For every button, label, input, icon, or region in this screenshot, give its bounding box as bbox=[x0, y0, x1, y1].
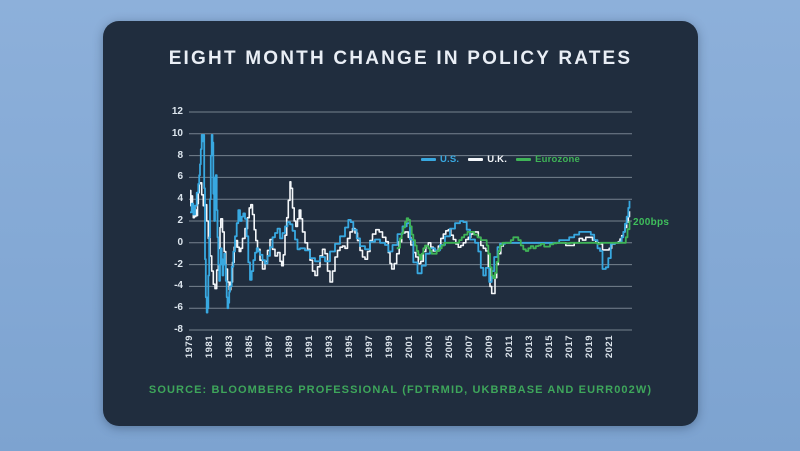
y-tick-label--6: -6 bbox=[174, 302, 183, 314]
y-tick-label--2: -2 bbox=[174, 258, 183, 270]
x-tick-label-2019: 2019 bbox=[584, 335, 595, 359]
legend-item-us: U.S. bbox=[421, 154, 459, 165]
series-line-eurozone bbox=[396, 217, 631, 280]
legend-item-uk: U.K. bbox=[468, 154, 507, 165]
y-tick-label-0: 0 bbox=[177, 236, 183, 248]
legend-label-uk: U.K. bbox=[487, 154, 508, 165]
legend-label-us: U.S. bbox=[440, 154, 460, 165]
x-tick-label-1983: 1983 bbox=[224, 335, 235, 359]
legend-line-swatch-icon-us bbox=[421, 158, 436, 161]
chart-title: EIGHT MONTH CHANGE IN POLICY RATES bbox=[168, 48, 633, 69]
y-tick-label--4: -4 bbox=[174, 280, 183, 292]
y-tick-label-2: 2 bbox=[177, 215, 183, 226]
x-tick-label-2013: 2013 bbox=[524, 335, 535, 359]
x-tick-label-1995: 1995 bbox=[344, 335, 355, 359]
x-tick-label-2007: 2007 bbox=[464, 335, 475, 359]
x-tick-label-2017: 2017 bbox=[564, 335, 575, 359]
x-tick-label-2005: 2005 bbox=[444, 335, 455, 359]
y-tick-label-12: 12 bbox=[171, 106, 183, 117]
legend-line-swatch-icon-uk bbox=[468, 158, 484, 161]
x-tick-label-1987: 1987 bbox=[264, 335, 275, 359]
legend-line-swatch-icon-eurozone bbox=[516, 158, 532, 161]
policy-rate-chart bbox=[189, 111, 632, 331]
y-tick-label--8: -8 bbox=[174, 324, 183, 335]
x-tick-label-1997: 1997 bbox=[364, 335, 375, 359]
legend-item-eurozone: Eurozone bbox=[516, 154, 580, 165]
x-tick-label-1999: 1999 bbox=[384, 335, 395, 359]
x-tick-label-1989: 1989 bbox=[284, 335, 295, 359]
series-line-uk bbox=[190, 181, 631, 295]
x-tick-label-2003: 2003 bbox=[424, 335, 435, 359]
x-tick-label-2021: 2021 bbox=[604, 335, 615, 359]
x-tick-label-1993: 1993 bbox=[324, 335, 335, 359]
x-tick-label-2001: 2001 bbox=[404, 335, 415, 359]
legend-label-eurozone: Eurozone bbox=[535, 154, 580, 165]
infographic-panel: EIGHT MONTH CHANGE IN POLICY RATES 12 10 8… bbox=[103, 21, 698, 426]
y-tick-label-8: 8 bbox=[177, 149, 183, 161]
x-tick-label-1981: 1981 bbox=[204, 335, 215, 359]
y-tick-label-4: 4 bbox=[177, 193, 183, 205]
x-tick-label-2011: 2011 bbox=[504, 335, 515, 358]
source-text: SOURCE: BLOOMBERG PROFESSIONAL (FDTRMID,… bbox=[148, 384, 653, 396]
y-tick-label-10: 10 bbox=[171, 127, 183, 139]
chart-legend: U.S. U.K. Eurozone bbox=[421, 154, 580, 165]
x-tick-label-2015: 2015 bbox=[544, 335, 555, 359]
x-tick-label-1985: 1985 bbox=[244, 335, 255, 359]
x-tick-label-2009: 2009 bbox=[484, 335, 495, 359]
x-tick-label-1979: 1979 bbox=[184, 335, 195, 359]
y-tick-label-6: 6 bbox=[177, 171, 183, 183]
x-tick-label-1991: 1991 bbox=[304, 335, 315, 359]
annotation-200bps: 200bps bbox=[633, 217, 670, 228]
